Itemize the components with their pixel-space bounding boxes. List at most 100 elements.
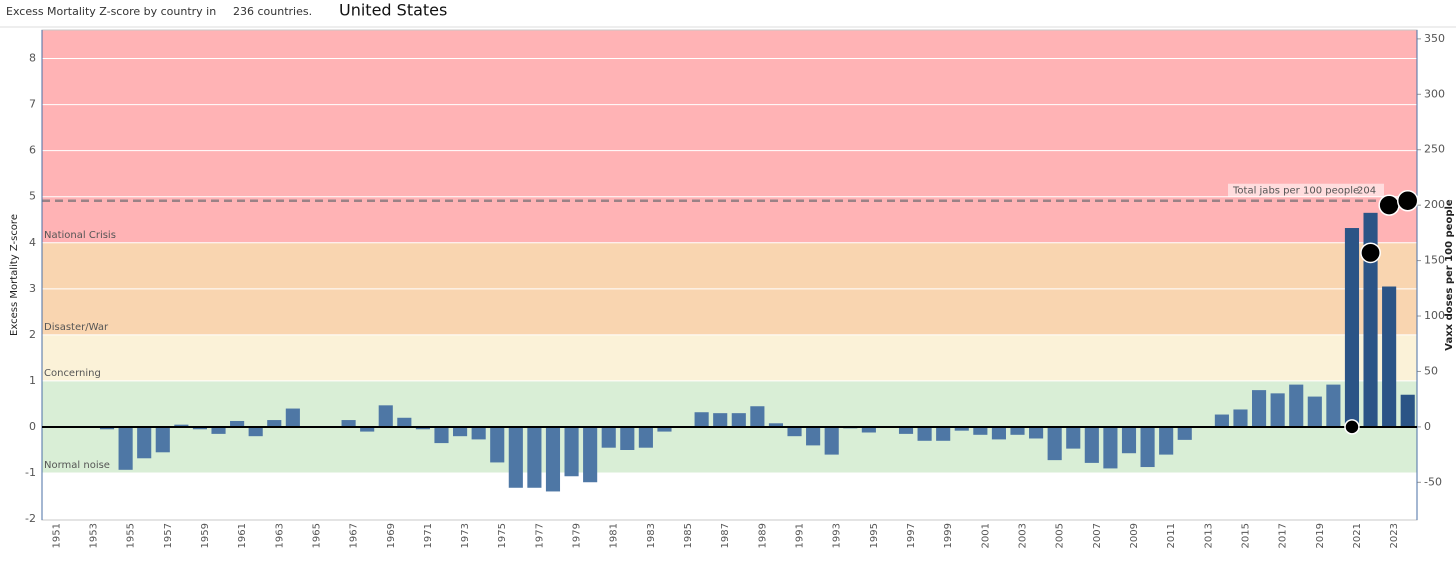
y-tick-label: 5 [29, 190, 36, 203]
bar [434, 426, 449, 444]
x-tick-label: 1983 [646, 523, 657, 548]
band-label: Disaster/War [44, 322, 109, 333]
y2-tick-label: 200 [1424, 198, 1445, 211]
bar [1233, 409, 1248, 427]
bar [155, 426, 170, 453]
bar [657, 426, 672, 432]
band [42, 334, 1417, 381]
x-tick-label: 1997 [906, 523, 917, 548]
y-axis-label: Excess Mortality Z-score [9, 214, 20, 336]
y-tick-label: 6 [29, 144, 36, 157]
bar [564, 426, 579, 477]
bar [898, 426, 914, 434]
bar [1382, 286, 1397, 427]
bar [285, 408, 300, 427]
bar [1029, 426, 1044, 439]
bar [806, 426, 821, 446]
x-tick-label: 1975 [497, 523, 508, 548]
x-tick-label: 1999 [943, 523, 954, 548]
y-tick-label: 3 [29, 282, 36, 295]
x-tick-label: 1971 [423, 523, 434, 548]
x-tick-label: 2009 [1129, 523, 1140, 548]
bar [415, 426, 430, 430]
x-tick-label: 2003 [1018, 523, 1029, 548]
y2-tick-label: 250 [1424, 143, 1445, 156]
x-tick-label: 1993 [832, 523, 843, 548]
y-tick-label: 0 [29, 420, 36, 433]
bar [137, 426, 152, 459]
bar [694, 412, 709, 427]
bar [973, 426, 988, 435]
x-tick-label: 1981 [609, 523, 620, 548]
bar [1307, 396, 1322, 427]
x-tick-label: 1969 [386, 523, 397, 548]
bar [1344, 228, 1360, 427]
y2-tick-label: 300 [1424, 87, 1445, 100]
dot [1360, 242, 1381, 264]
bar [1047, 426, 1062, 461]
bar [545, 426, 561, 492]
reference-label: Total jabs per 100 people [1232, 186, 1359, 197]
bar [1159, 426, 1174, 455]
x-tick-label: 1961 [237, 523, 248, 548]
bar [341, 420, 356, 427]
bar [1363, 212, 1378, 427]
x-tick-label: 2015 [1240, 523, 1251, 548]
bar [527, 426, 542, 488]
x-tick-label: 1953 [88, 523, 99, 548]
band [42, 30, 1417, 243]
x-tick-label: 1965 [311, 523, 322, 548]
subtitle: Excess Mortality Z-score by country in [6, 5, 216, 18]
reference-value: 204 [1357, 186, 1376, 197]
x-tick-label: 2005 [1055, 523, 1066, 548]
bar [713, 413, 728, 427]
x-tick-label: 1955 [126, 523, 137, 548]
y2-tick-label: 0 [1424, 420, 1431, 433]
bar [991, 426, 1006, 440]
x-tick-label: 1957 [163, 523, 174, 548]
bar [1010, 426, 1025, 435]
bar [1252, 390, 1267, 427]
bar [787, 426, 802, 437]
bar [378, 405, 393, 427]
bar [936, 426, 951, 441]
dot [1344, 419, 1360, 435]
bar [1084, 426, 1099, 463]
chart-title: United States [339, 1, 447, 20]
bar [192, 426, 207, 430]
reference-label-bg [1228, 183, 1384, 197]
bar [638, 426, 653, 448]
x-tick-label: 1995 [869, 523, 880, 548]
band-label: National Crisis [44, 230, 116, 241]
bar [731, 413, 746, 427]
y-tick-label: 2 [29, 328, 36, 341]
bar [620, 426, 635, 450]
y2-tick-label: 50 [1424, 364, 1438, 377]
x-tick-label: 1985 [683, 523, 694, 548]
bar [1103, 426, 1118, 469]
bar [1140, 426, 1155, 468]
x-tick-label: 2007 [1092, 523, 1103, 548]
y2-tick-label: 100 [1424, 309, 1445, 322]
x-tick-label: 1967 [349, 523, 360, 548]
x-tick-label: 2019 [1315, 523, 1326, 548]
bar [99, 426, 115, 430]
bar [954, 426, 969, 431]
bar [1066, 426, 1081, 449]
x-tick-label: 2021 [1352, 523, 1363, 548]
bar [490, 426, 505, 463]
bar [768, 423, 784, 427]
y-tick-label: -2 [25, 512, 36, 525]
x-tick-label: 1959 [200, 523, 211, 548]
y-tick-label: 1 [29, 374, 36, 387]
y-tick-label: 4 [29, 236, 36, 249]
bar [471, 426, 486, 440]
x-tick-label: 1987 [720, 523, 731, 548]
bar [174, 424, 189, 427]
bar [248, 426, 263, 437]
bar [750, 406, 765, 427]
bar [1270, 393, 1285, 427]
country-count: 236 countries. [233, 5, 312, 18]
bar [1289, 384, 1304, 427]
y2-tick-label: 350 [1424, 32, 1445, 45]
